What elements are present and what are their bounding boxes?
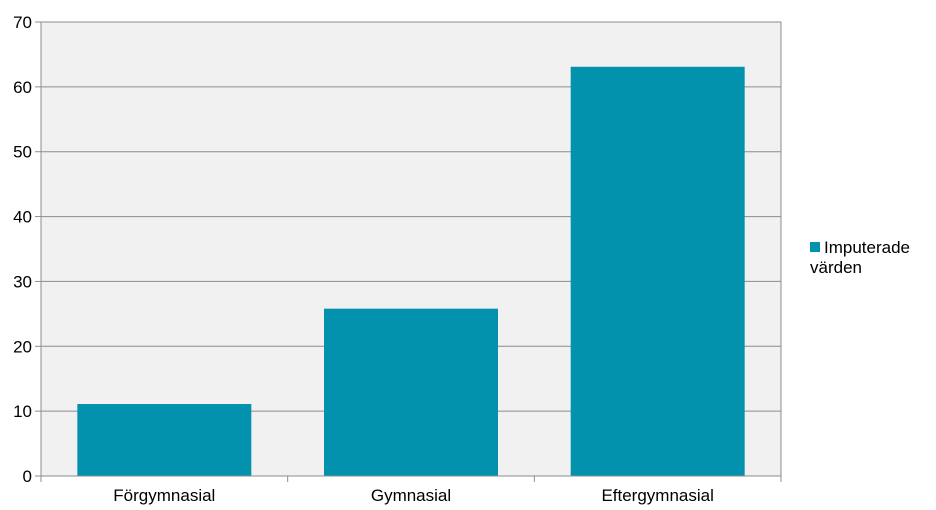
x-tick-label: Förgymnasial <box>113 486 215 505</box>
y-tick-label: 10 <box>13 402 32 421</box>
y-tick-label: 60 <box>13 78 32 97</box>
legend: Imputerade värden <box>810 238 934 278</box>
x-axis-ticks: Förgymnasial Gymnasial Eftergymnasial <box>40 476 782 505</box>
legend-swatch <box>810 242 820 252</box>
y-tick-label: 20 <box>13 337 32 356</box>
bars <box>77 66 745 476</box>
bar <box>570 66 745 476</box>
x-tick-label: Gymnasial <box>371 486 451 505</box>
y-axis-ticks: 0 10 20 30 40 50 60 70 <box>13 13 41 486</box>
y-tick-label: 50 <box>13 143 32 162</box>
legend-label: Imputerade värden <box>810 238 910 277</box>
x-tick-label: Eftergymnasial <box>601 486 713 505</box>
axes <box>40 22 781 477</box>
y-tick-label: 70 <box>13 13 32 32</box>
y-tick-label: 0 <box>23 467 32 486</box>
bar <box>77 404 252 476</box>
y-tick-label: 30 <box>13 272 32 291</box>
y-tick-label: 40 <box>13 208 32 227</box>
bar <box>324 308 498 476</box>
